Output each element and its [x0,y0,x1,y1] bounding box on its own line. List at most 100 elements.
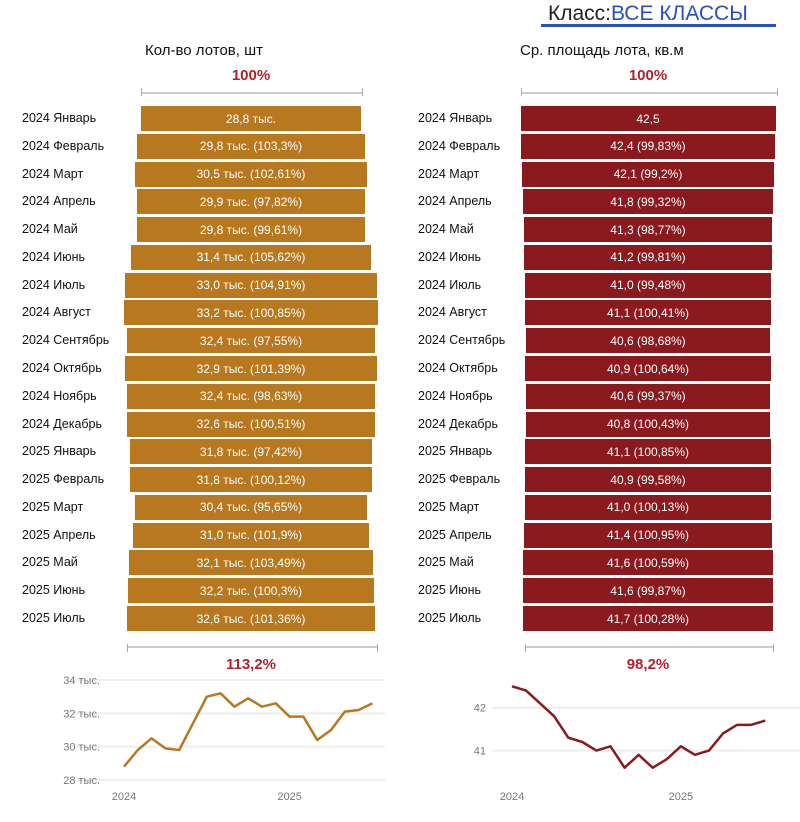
bar: 40,6 (99,37%) [526,383,770,409]
bar: 42,1 (99,2%) [521,161,775,187]
bar: 31,4 тыс. (105,62%) [131,244,371,270]
bar: 32,6 тыс. (100,51%) [126,411,376,437]
right-line-chart: 42 41 2024 2025 [474,685,800,803]
category-label: 2024 Февраль [22,138,105,153]
bar: 42,5 [520,106,776,131]
category-label: 2025 Апрель [22,527,96,542]
category-label: 2024 Июль [418,277,482,292]
bar: 40,8 (100,43%) [525,411,771,437]
category-label: 2024 Июнь [418,249,482,264]
right-chart-title: Ср. площадь лота, кв.м [520,42,684,59]
y-tick-label: 28 тыс. [63,775,100,787]
category-label: 2024 Апрель [418,194,492,209]
bar: 41,1 (100,41%) [524,300,772,326]
category-label: 2024 Март [22,166,84,181]
left-top-pct: 100% [231,67,271,84]
right-top-bracket [521,88,778,96]
bar: 30,5 тыс. (102,61%) [134,161,368,187]
x-tick-label: 2025 [669,791,693,803]
category-label: 2025 Март [418,499,480,514]
bar: 40,9 (100,64%) [525,356,771,382]
category-label: 2024 Ноябрь [418,388,493,403]
category-label: 2025 Июнь [418,583,482,598]
bar: 31,8 тыс. (97,42%) [129,439,373,465]
class-label: Класс: [548,2,611,25]
category-label: 2025 Апрель [418,527,492,542]
category-label: 2024 Декабрь [418,416,499,431]
bar: 32,6 тыс. (101,36%) [126,606,376,632]
bar: 29,8 тыс. (103,3%) [137,133,365,159]
category-label: 2024 Август [418,305,487,320]
category-label: 2024 Июнь [22,249,86,264]
bar: 41,6 (99,87%) [523,578,773,604]
category-label: 2024 Декабрь [22,416,103,431]
category-label: 2024 Июль [22,277,86,292]
bar: 41,8 (99,32%) [522,189,774,215]
category-label: 2025 Февраль [418,472,501,487]
bar: 32,4 тыс. (98,63%) [127,383,375,409]
category-label: 2024 Март [418,166,480,181]
bar: 40,9 (99,58%) [525,467,771,493]
category-label: 2025 Июнь [22,583,86,598]
bar: 31,0 тыс. (101,9%) [132,522,370,548]
bar: 41,4 (100,95%) [523,522,773,548]
category-label: 2024 Апрель [22,194,96,209]
category-label: 2025 Январь [22,444,97,459]
bar: 32,1 тыс. (103,49%) [128,550,374,576]
bar: 32,9 тыс. (101,39%) [125,356,377,382]
bar: 41,6 (100,59%) [523,550,773,576]
bar: 42,4 (99,83%) [520,133,776,159]
left-chart-title: Кол-во лотов, шт [145,42,263,59]
x-tick-label: 2024 [500,791,524,803]
category-label: 2024 Сентябрь [418,333,506,348]
category-label: 2025 Январь [418,444,493,459]
category-label: 2024 Октябрь [22,361,102,376]
category-label: 2024 Май [22,222,78,237]
x-tick-label: 2024 [112,791,136,803]
bar: 41,0 (100,13%) [525,494,771,520]
left-bottom-pct: 113,2% [225,656,277,673]
right-bottom-pct: 98,2% [626,656,670,673]
bar: 41,2 (99,81%) [524,244,772,270]
class-underline [541,24,776,27]
category-label: 2025 Февраль [22,472,105,487]
class-filter[interactable]: Класс:ВСЕ КЛАССЫ [548,2,748,26]
category-label: 2025 Май [418,555,474,570]
left-bottom-bracket [127,644,378,652]
x-tick-label: 2025 [277,791,301,803]
category-label: 2025 Март [22,499,84,514]
y-tick-label: 42 [474,703,486,715]
bar: 41,0 (99,48%) [525,272,771,298]
bar: 30,4 тыс. (95,65%) [135,494,367,520]
category-label: 2024 Январь [22,111,97,125]
bar: 32,4 тыс. (97,55%) [127,328,375,354]
category-label: 2024 Январь [418,111,493,125]
bar: 41,1 (100,85%) [524,439,772,465]
y-tick-label: 41 [474,746,486,758]
series-line [123,692,373,768]
bar: 28,8 тыс. [141,106,361,131]
category-label: 2024 Октябрь [418,361,498,376]
category-label: 2025 Июль [22,611,86,626]
category-label: 2024 Сентябрь [22,333,110,348]
bar: 29,9 тыс. (97,82%) [136,189,366,215]
bar: 29,8 тыс. (99,61%) [137,217,365,243]
category-label: 2024 Май [418,222,474,237]
left-top-bracket [141,88,363,96]
category-label: 2024 Февраль [418,138,501,153]
left-line-chart: 34 тыс. 32 тыс. 30 тыс. 28 тыс. 2024 2025 [63,675,385,803]
series-line [511,685,766,769]
category-label: 2025 Май [22,555,78,570]
bar: 33,0 тыс. (104,91%) [125,272,377,298]
category-label: 2024 Ноябрь [22,388,97,403]
right-top-pct: 100% [628,67,668,84]
bar: 33,2 тыс. (100,85%) [124,300,378,326]
class-value[interactable]: ВСЕ КЛАССЫ [611,2,748,25]
right-bottom-bracket [525,644,774,652]
category-label: 2025 Июль [418,611,482,626]
category-label: 2024 Август [22,305,91,320]
bar: 31,8 тыс. (100,12%) [129,467,373,493]
bar: 41,3 (98,77%) [524,217,772,243]
y-tick-label: 32 тыс. [63,708,100,720]
